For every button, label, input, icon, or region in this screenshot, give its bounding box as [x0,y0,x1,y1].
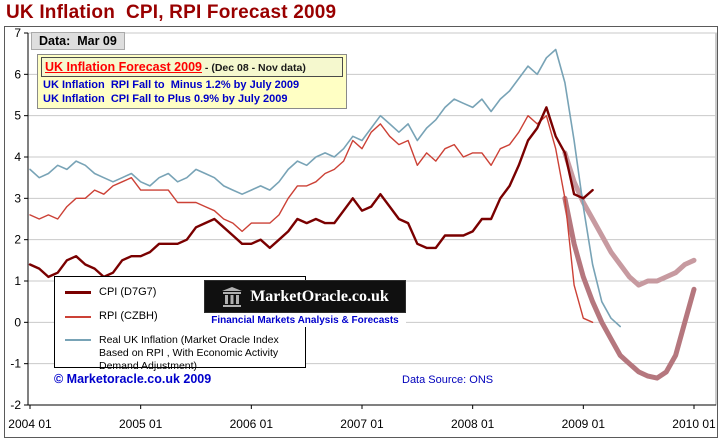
copyright-notice: © Marketoracle.co.uk 2009 [54,372,212,386]
series-cpi-forecast [562,150,697,288]
y-axis-label: -1 [10,357,21,371]
forecast-headline-text: UK Inflation Forecast 2009 [45,60,202,74]
marketoracle-pillars-icon [222,286,243,307]
marketoracle-logo-banner: MarketOracle.co.uk [204,280,406,313]
forecast-cpi-line: UK Inflation CPI Fall to Plus 0.9% by Ju… [43,93,288,105]
forecast-headline-suffix: - (Dec 08 - Nov data) [202,62,306,74]
y-axis-label: 3 [14,191,21,205]
forecast-annotation: UK Inflation Forecast 2009 - (Dec 08 - N… [37,54,347,109]
x-axis-label: 2005 01 [119,417,163,431]
y-axis-label: 2 [14,233,21,247]
x-axis-label: 2004 01 [8,417,52,431]
y-axis-label: -2 [10,398,21,412]
legend-item-real-inflation: Real UK Inflation (Market Oracle Index B… [65,334,299,373]
marketoracle-logo: MarketOracle.co.uk Financial Markets Ana… [204,280,406,327]
marketoracle-tagline: Financial Markets Analysis & Forecasts [204,313,406,327]
page-title: UK Inflation CPI, RPI Forecast 2009 [6,2,337,23]
y-axis-label: 5 [14,109,21,123]
cpi-line-swatch [65,291,91,295]
legend-item-rpi: RPI (CZBH) [65,310,299,324]
x-axis-label: 2006 01 [230,417,274,431]
legend-label-rpi: RPI (CZBH) [99,309,158,322]
series-rpi-forecast [562,195,697,381]
forecast-headline: UK Inflation Forecast 2009 - (Dec 08 - N… [41,57,343,77]
forecast-rpi-line: UK Inflation RPI Fall to Minus 1.2% by J… [43,79,300,91]
series-rpi [29,115,594,323]
legend-item-cpi: CPI (D7G7) [65,286,299,300]
x-axis-label: 2008 01 [451,417,495,431]
series-real-inflation [29,48,621,328]
y-axis-label: 6 [14,67,21,81]
y-axis-label: 7 [14,26,21,40]
y-axis-label: 4 [14,150,21,164]
data-source-label: Data Source: ONS [402,374,494,386]
real-inflation-line-swatch [65,338,91,341]
x-axis-label: 2007 01 [340,417,384,431]
rpi-line-swatch [65,315,91,318]
x-axis-label: 2010 01 [672,417,716,431]
x-axis-label: 2009 01 [562,417,606,431]
y-axis-label: 0 [14,315,21,329]
marketoracle-logo-text: MarketOracle.co.uk [250,287,389,305]
data-vintage-label: Data: Mar 09 [31,32,125,50]
series-cpi [28,106,594,279]
y-axis-label: 1 [14,274,21,288]
legend-label-real-inflation: Real UK Inflation (Market Oracle Index B… [99,333,279,372]
legend-label-cpi: CPI (D7G7) [99,286,157,298]
